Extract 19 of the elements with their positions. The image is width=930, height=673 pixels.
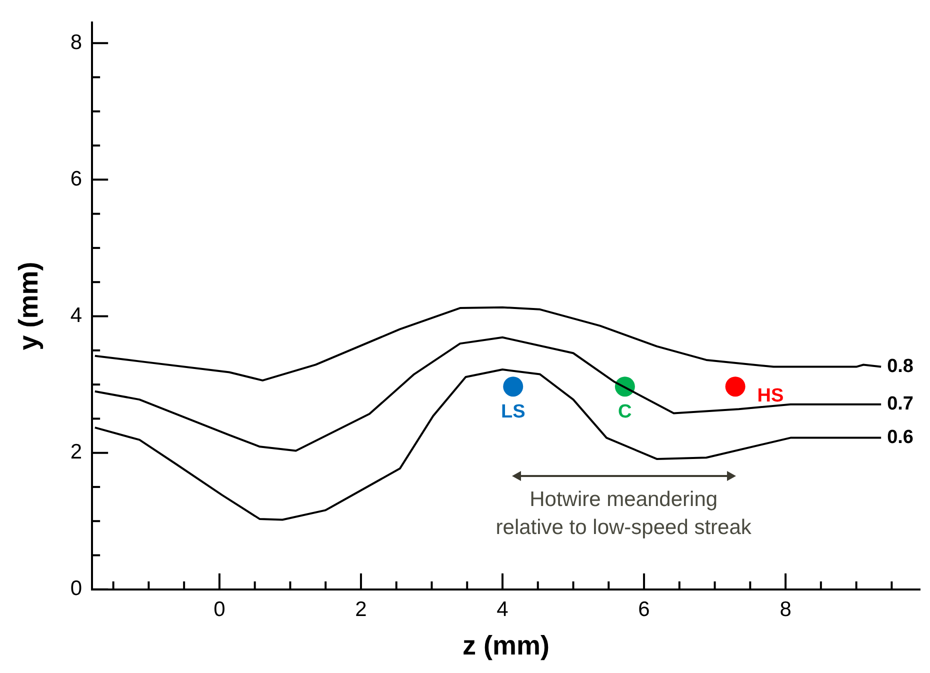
y-tick-label: 4	[70, 304, 82, 328]
x-tick-label: 8	[780, 598, 792, 621]
y-tick-label: 2	[70, 440, 82, 464]
x-tick-label: 4	[496, 598, 509, 621]
y-tick-label: 6	[70, 167, 82, 190]
x-axis-title: z (mm)	[462, 630, 550, 660]
annotation: Hotwire meandering relative to low-speed streak	[496, 487, 752, 542]
y-tick-label: 0	[70, 577, 82, 600]
y-axis-title: y (mm)	[14, 262, 44, 350]
series-label: C	[618, 401, 632, 422]
series-label: HS	[757, 385, 784, 406]
x-tick-label: 2	[355, 598, 367, 621]
x-tick-label: 6	[638, 598, 650, 621]
series-label: 0.8	[887, 356, 914, 378]
y-tick-label: 8	[70, 30, 82, 54]
series-label: 0.7	[887, 394, 914, 415]
series-label: LS	[500, 401, 526, 422]
x-tick-label: 0	[214, 598, 226, 621]
series-label: 0.6	[887, 427, 914, 448]
